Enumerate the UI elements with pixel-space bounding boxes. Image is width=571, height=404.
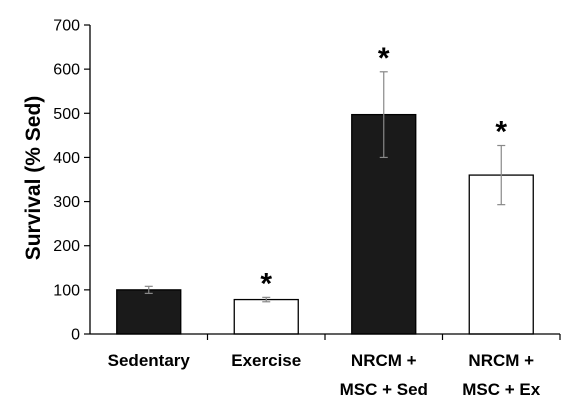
y-tick-label: 300 — [53, 194, 80, 211]
bar — [233, 298, 299, 335]
bars — [116, 113, 534, 335]
y-axis: 0 100 200 300 400 500 600 700 — [53, 18, 91, 344]
y-tick-label: 100 — [53, 282, 80, 299]
x-category-label: Sedentary — [108, 351, 191, 370]
error-bars — [144, 71, 506, 303]
y-tick-label: 600 — [53, 62, 80, 79]
y-tick-label: 500 — [53, 106, 80, 123]
significance-asterisk: * — [495, 116, 507, 149]
y-tick-label: 0 — [71, 327, 80, 344]
x-category-label: Exercise — [231, 351, 301, 370]
x-category-label: NRCM + MSC + Sed — [340, 351, 428, 399]
significance-asterisk: * — [378, 42, 390, 75]
bar — [116, 289, 182, 335]
y-tick-label: 400 — [53, 150, 80, 167]
y-tick-label: 700 — [53, 18, 80, 35]
y-tick-label: 200 — [53, 238, 80, 255]
significance-asterisk: * — [260, 267, 272, 300]
y-axis-title: Survival (% Sed) — [22, 96, 45, 261]
x-axis: Sedentary Exercise NRCM + MSC + Sed NRCM + MS… — [90, 333, 561, 399]
x-category-label: NRCM + MSC + Ex — [462, 351, 540, 399]
significance-markers: * * * — [260, 42, 507, 301]
